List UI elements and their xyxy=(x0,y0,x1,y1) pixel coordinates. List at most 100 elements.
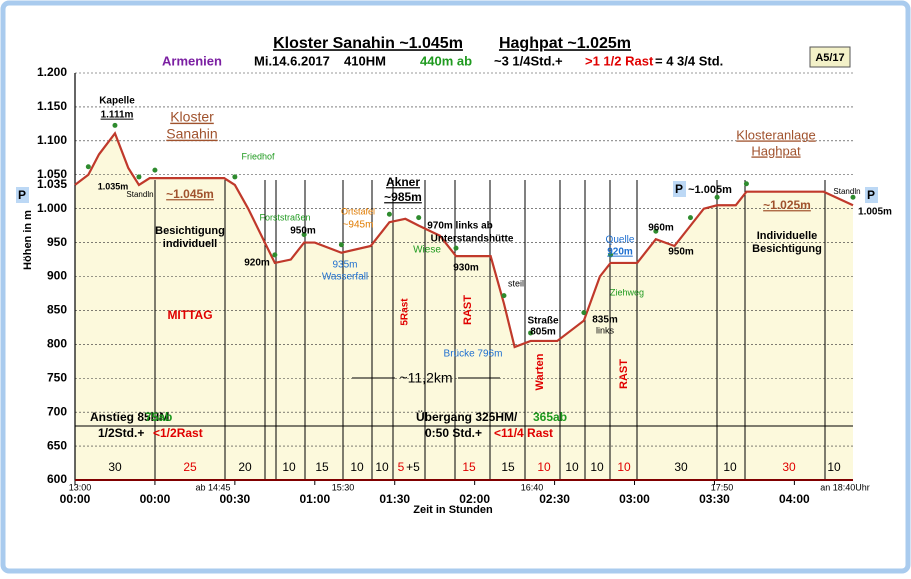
x-tick-label: 01:30 xyxy=(379,492,410,506)
badge: A5/17 xyxy=(815,52,844,64)
summary-text: 365ab xyxy=(533,410,567,424)
summary-text: <1/2Rast xyxy=(153,426,203,440)
profile-line xyxy=(74,131,854,349)
duration: +5 xyxy=(406,460,420,474)
parking: P xyxy=(675,182,683,196)
tree-marker xyxy=(501,293,507,299)
x-tick-label: 00:00 xyxy=(140,492,171,506)
annotation: Akner xyxy=(386,175,420,189)
annotation: steil xyxy=(508,278,524,288)
annotation: ~985m xyxy=(384,190,422,204)
annotation: Haghpat xyxy=(751,143,801,158)
annotation: Friedhof xyxy=(241,151,275,161)
area-fill xyxy=(75,133,853,480)
duration: 10 xyxy=(565,460,579,474)
time-label: 13:00 xyxy=(69,482,92,492)
x-tick-label: 00:00 xyxy=(60,492,91,506)
annotation: 960m xyxy=(648,223,674,234)
annotation: Standln xyxy=(126,190,153,199)
duration: 10 xyxy=(282,460,296,474)
tree-marker xyxy=(714,194,720,200)
tree-marker xyxy=(338,242,344,248)
time-label: 16:40 xyxy=(521,482,544,492)
tree-marker xyxy=(136,174,142,180)
annotation: Klosteranlage xyxy=(736,127,816,142)
y-tick-label: 650 xyxy=(47,438,67,452)
duration: 25 xyxy=(183,460,197,474)
annotation: 935m xyxy=(332,260,357,271)
x-tick-label: 03:30 xyxy=(699,492,730,506)
annotation: 950m xyxy=(668,247,694,258)
parking-box xyxy=(16,187,29,203)
badge-box xyxy=(809,46,851,68)
tree-marker xyxy=(581,310,587,316)
summary-text: Übergang 325HM/ xyxy=(416,409,518,424)
duration: 10 xyxy=(350,460,364,474)
summary-text: 75ab xyxy=(145,410,172,424)
annotation: 5Rast xyxy=(400,298,411,326)
duration: 20 xyxy=(238,460,252,474)
tree-marker xyxy=(152,167,158,173)
duration: 10 xyxy=(537,460,551,474)
tree-marker xyxy=(232,174,238,180)
annotation: 835m xyxy=(592,315,618,326)
duration: 10 xyxy=(375,460,389,474)
annotation: 970m links ab xyxy=(427,221,493,232)
tree-marker xyxy=(608,252,614,258)
x-axis-label: Zeit in Stunden xyxy=(413,504,493,516)
annotation: Brücke 796m xyxy=(444,349,503,360)
y-tick-label: 850 xyxy=(47,303,67,317)
annotation: Wasserfall xyxy=(322,272,368,283)
annotation: Standln xyxy=(833,187,860,196)
summary-text: 0:50 Std.+ xyxy=(425,426,482,440)
summary-text: <11/4 Rast xyxy=(494,426,553,440)
summary-text: 1/2Std.+ xyxy=(98,426,144,440)
annotation: Straße xyxy=(527,316,559,327)
tree-marker xyxy=(653,228,659,234)
parking-box xyxy=(865,187,878,203)
y-tick-label: 1.200 xyxy=(37,65,67,79)
x-tick-label: 01:00 xyxy=(299,492,330,506)
annotation: links xyxy=(596,325,615,335)
annotation: ~1.025m xyxy=(763,198,811,212)
annotation: Sanahin xyxy=(166,126,217,142)
time-label: 15:30 xyxy=(332,482,355,492)
duration: 10 xyxy=(617,460,631,474)
annotation: ~1.005m xyxy=(688,184,732,196)
time-label: ab 14:45 xyxy=(195,482,230,492)
annotation: Individuelle xyxy=(757,230,818,242)
tree-marker xyxy=(112,122,118,128)
duration: 10 xyxy=(590,460,604,474)
start-height: 1.035 xyxy=(37,177,67,191)
annotation: Besichtigung xyxy=(155,225,225,237)
annotation: 805m xyxy=(530,327,556,338)
annotation: 1.035m xyxy=(98,181,129,191)
x-tick-label: 00:30 xyxy=(220,492,251,506)
summary-text: Anstieg 85HM xyxy=(90,410,169,424)
duration: 10 xyxy=(723,460,737,474)
chart-title: Haghpat ~1.025m xyxy=(499,35,631,52)
annotation: MITTAG xyxy=(167,308,212,322)
info-text: Mi.14.6.2017 xyxy=(254,53,330,68)
annotation: Besichtigung xyxy=(752,243,822,255)
duration: 15 xyxy=(501,460,515,474)
parking-box xyxy=(673,181,686,197)
y-tick-label: 700 xyxy=(47,404,67,418)
info-text: = 4 3/4 Std. xyxy=(655,53,723,68)
annotation: 1.111m xyxy=(101,110,134,121)
tree-marker xyxy=(687,215,693,221)
annotation: ~945m xyxy=(343,220,374,231)
x-tick-label: 02:00 xyxy=(459,492,490,506)
annotation: ~11,2km xyxy=(399,370,452,386)
info-text: 410HM xyxy=(344,53,386,68)
annotation: Kloster xyxy=(170,109,214,125)
annotation: Ziehweg xyxy=(610,287,644,297)
time-label: an 18:40Uhr xyxy=(820,482,870,492)
annotation: ~1.045m xyxy=(166,187,214,201)
x-tick-label: 02:30 xyxy=(539,492,570,506)
annotation: Ortstafel xyxy=(341,206,375,216)
info-text: Armenien xyxy=(162,53,222,68)
y-tick-label: 1.000 xyxy=(37,201,67,215)
tree-marker xyxy=(528,330,534,336)
annotation: 930m xyxy=(453,263,479,274)
